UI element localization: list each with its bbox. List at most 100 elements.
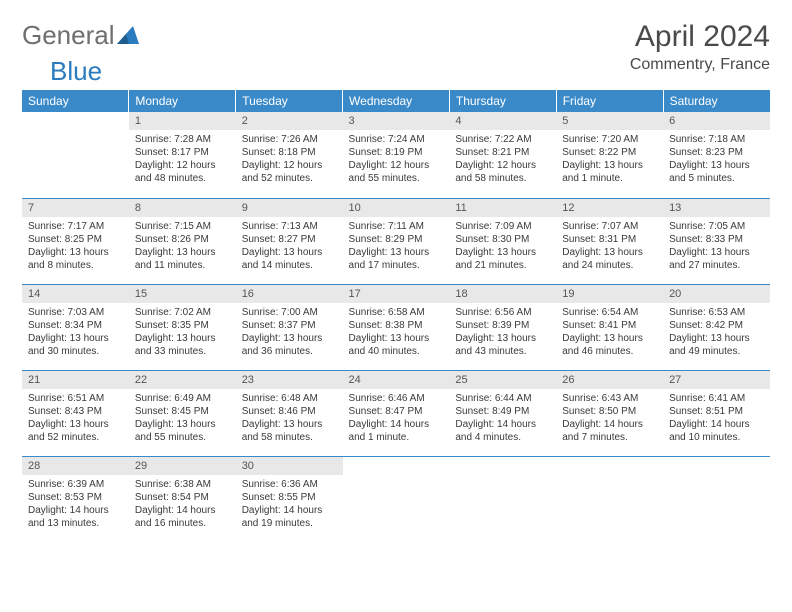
calendar-day-cell: 5Sunrise: 7:20 AMSunset: 8:22 PMDaylight… [556,112,663,198]
calendar-day-cell: 27Sunrise: 6:41 AMSunset: 8:51 PMDayligh… [663,370,770,456]
calendar-body: 1Sunrise: 7:28 AMSunset: 8:17 PMDaylight… [22,112,770,542]
sunrise-text: Sunrise: 7:15 AM [135,220,230,233]
sunrise-text: Sunrise: 7:03 AM [28,306,123,319]
day-data: Sunrise: 6:48 AMSunset: 8:46 PMDaylight:… [236,389,343,448]
sunrise-text: Sunrise: 6:43 AM [562,392,657,405]
calendar-week-row: 7Sunrise: 7:17 AMSunset: 8:25 PMDaylight… [22,198,770,284]
sunrise-text: Sunrise: 7:11 AM [349,220,444,233]
logo-triangle-icon [117,20,139,51]
day-number: 20 [663,285,770,303]
day-number: 11 [449,199,556,217]
daylight-text-1: Daylight: 13 hours [242,418,337,431]
sunrise-text: Sunrise: 6:53 AM [669,306,764,319]
daylight-text-2: and 13 minutes. [28,517,123,530]
sunrise-text: Sunrise: 6:51 AM [28,392,123,405]
sunrise-text: Sunrise: 7:26 AM [242,133,337,146]
sunset-text: Sunset: 8:25 PM [28,233,123,246]
calendar-week-row: 21Sunrise: 6:51 AMSunset: 8:43 PMDayligh… [22,370,770,456]
weekday-header: Thursday [449,90,556,112]
calendar-day-cell [556,456,663,542]
daylight-text-2: and 5 minutes. [669,172,764,185]
daylight-text-1: Daylight: 14 hours [349,418,444,431]
sunrise-text: Sunrise: 6:46 AM [349,392,444,405]
day-number: 5 [556,112,663,130]
daylight-text-1: Daylight: 13 hours [349,332,444,345]
brand-logo: General [22,20,141,51]
daylight-text-1: Daylight: 13 hours [242,246,337,259]
day-number: 9 [236,199,343,217]
sunset-text: Sunset: 8:29 PM [349,233,444,246]
day-data: Sunrise: 6:51 AMSunset: 8:43 PMDaylight:… [22,389,129,448]
daylight-text-1: Daylight: 13 hours [135,332,230,345]
sunset-text: Sunset: 8:45 PM [135,405,230,418]
day-data: Sunrise: 6:53 AMSunset: 8:42 PMDaylight:… [663,303,770,362]
day-number: 8 [129,199,236,217]
daylight-text-2: and 52 minutes. [242,172,337,185]
weekday-header: Friday [556,90,663,112]
sunset-text: Sunset: 8:19 PM [349,146,444,159]
daylight-text-2: and 7 minutes. [562,431,657,444]
calendar-day-cell: 16Sunrise: 7:00 AMSunset: 8:37 PMDayligh… [236,284,343,370]
day-number: 30 [236,457,343,475]
sunset-text: Sunset: 8:53 PM [28,491,123,504]
calendar-day-cell: 13Sunrise: 7:05 AMSunset: 8:33 PMDayligh… [663,198,770,284]
day-data: Sunrise: 6:54 AMSunset: 8:41 PMDaylight:… [556,303,663,362]
calendar-day-cell: 17Sunrise: 6:58 AMSunset: 8:38 PMDayligh… [343,284,450,370]
sunset-text: Sunset: 8:46 PM [242,405,337,418]
calendar-day-cell [22,112,129,198]
sunrise-text: Sunrise: 7:13 AM [242,220,337,233]
daylight-text-2: and 14 minutes. [242,259,337,272]
day-number: 19 [556,285,663,303]
day-data: Sunrise: 6:41 AMSunset: 8:51 PMDaylight:… [663,389,770,448]
sunrise-text: Sunrise: 6:36 AM [242,478,337,491]
day-data: Sunrise: 6:58 AMSunset: 8:38 PMDaylight:… [343,303,450,362]
calendar-day-cell [449,456,556,542]
daylight-text-1: Daylight: 13 hours [562,246,657,259]
weekday-header: Monday [129,90,236,112]
sunrise-text: Sunrise: 7:02 AM [135,306,230,319]
sunrise-text: Sunrise: 7:24 AM [349,133,444,146]
daylight-text-2: and 43 minutes. [455,345,550,358]
daylight-text-1: Daylight: 12 hours [455,159,550,172]
day-number: 3 [343,112,450,130]
sunset-text: Sunset: 8:50 PM [562,405,657,418]
daylight-text-1: Daylight: 14 hours [669,418,764,431]
sunrise-text: Sunrise: 6:49 AM [135,392,230,405]
day-data: Sunrise: 7:26 AMSunset: 8:18 PMDaylight:… [236,130,343,189]
calendar-day-cell: 21Sunrise: 6:51 AMSunset: 8:43 PMDayligh… [22,370,129,456]
daylight-text-2: and 55 minutes. [349,172,444,185]
calendar-day-cell: 25Sunrise: 6:44 AMSunset: 8:49 PMDayligh… [449,370,556,456]
day-data: Sunrise: 6:49 AMSunset: 8:45 PMDaylight:… [129,389,236,448]
day-number: 18 [449,285,556,303]
sunrise-text: Sunrise: 7:22 AM [455,133,550,146]
day-data: Sunrise: 7:15 AMSunset: 8:26 PMDaylight:… [129,217,236,276]
day-data: Sunrise: 7:13 AMSunset: 8:27 PMDaylight:… [236,217,343,276]
sunrise-text: Sunrise: 7:05 AM [669,220,764,233]
sunset-text: Sunset: 8:49 PM [455,405,550,418]
day-data: Sunrise: 7:03 AMSunset: 8:34 PMDaylight:… [22,303,129,362]
calendar-day-cell [663,456,770,542]
day-number: 27 [663,371,770,389]
day-number: 10 [343,199,450,217]
daylight-text-2: and 40 minutes. [349,345,444,358]
brand-text-1: General [22,20,115,51]
calendar-day-cell: 23Sunrise: 6:48 AMSunset: 8:46 PMDayligh… [236,370,343,456]
calendar-day-cell: 12Sunrise: 7:07 AMSunset: 8:31 PMDayligh… [556,198,663,284]
day-number: 16 [236,285,343,303]
day-data: Sunrise: 6:46 AMSunset: 8:47 PMDaylight:… [343,389,450,448]
sunrise-text: Sunrise: 7:00 AM [242,306,337,319]
day-data: Sunrise: 7:05 AMSunset: 8:33 PMDaylight:… [663,217,770,276]
sunset-text: Sunset: 8:39 PM [455,319,550,332]
day-number: 29 [129,457,236,475]
calendar-table: Sunday Monday Tuesday Wednesday Thursday… [22,90,770,542]
day-data: Sunrise: 6:38 AMSunset: 8:54 PMDaylight:… [129,475,236,534]
daylight-text-2: and 55 minutes. [135,431,230,444]
day-number: 13 [663,199,770,217]
sunset-text: Sunset: 8:18 PM [242,146,337,159]
daylight-text-2: and 46 minutes. [562,345,657,358]
sunset-text: Sunset: 8:17 PM [135,146,230,159]
day-data: Sunrise: 7:28 AMSunset: 8:17 PMDaylight:… [129,130,236,189]
sunset-text: Sunset: 8:38 PM [349,319,444,332]
day-number: 24 [343,371,450,389]
weekday-header: Tuesday [236,90,343,112]
